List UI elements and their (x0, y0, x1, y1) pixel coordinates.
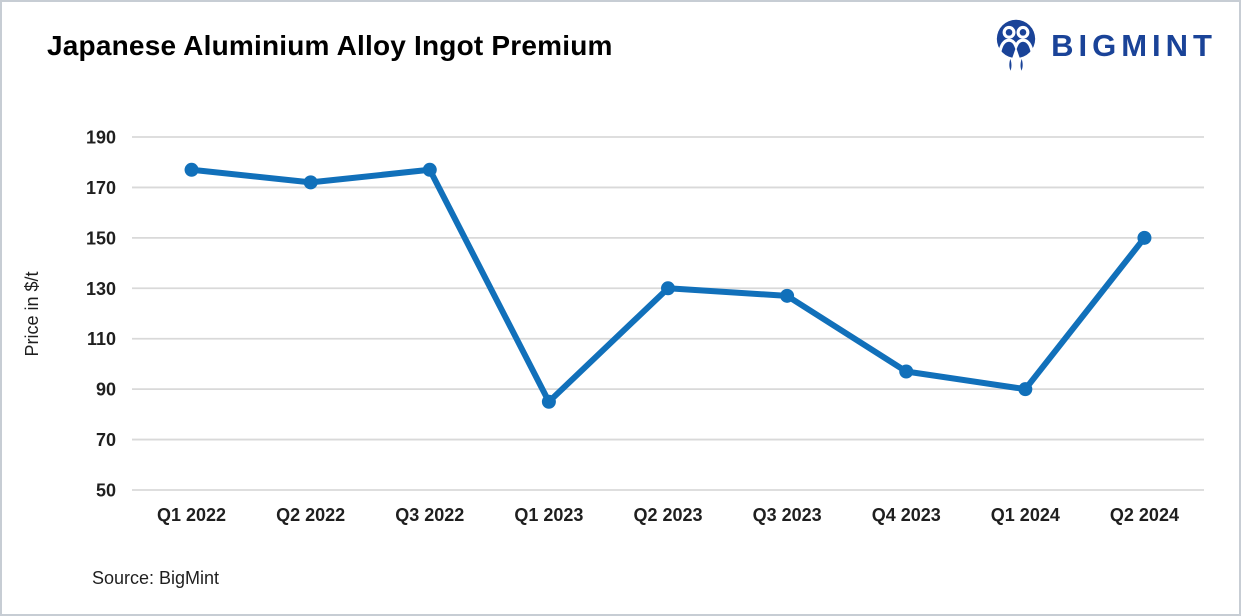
data-point-marker (303, 175, 318, 190)
x-tick-label: Q1 2024 (991, 505, 1060, 525)
data-point-marker (1137, 230, 1152, 245)
x-tick-label: Q3 2022 (395, 505, 464, 525)
x-tick-label: Q2 2023 (633, 505, 702, 525)
y-tick-label: 70 (96, 430, 116, 450)
x-tick-label: Q3 2023 (753, 505, 822, 525)
x-tick-label: Q4 2023 (872, 505, 941, 525)
y-tick-label: 110 (87, 329, 116, 349)
chart-title: Japanese Aluminium Alloy Ingot Premium (47, 30, 613, 61)
bigmint-people-circle-icon (996, 19, 1036, 71)
y-tick-label: 90 (96, 380, 116, 400)
y-tick-label: 150 (86, 228, 116, 248)
y-tick-label: 170 (86, 178, 116, 198)
data-point-marker (422, 162, 437, 177)
price-series (184, 162, 1152, 409)
data-point-marker (899, 364, 914, 379)
data-point-marker (780, 288, 795, 303)
bigmint-logo-text: BIGMINT (1051, 27, 1217, 63)
axis-tick-labels: 50 70 90 110 130 150 170 190 Q1 2022 Q2 2022 Q3 20… (86, 128, 1179, 526)
data-point-marker (1018, 382, 1033, 397)
y-tick-label: 50 (96, 481, 116, 501)
data-point-marker (184, 162, 199, 177)
y-tick-label: 190 (86, 128, 116, 148)
y-tick-label: 130 (86, 279, 116, 299)
x-tick-label: Q2 2022 (276, 505, 345, 525)
data-point-marker (661, 281, 675, 296)
gridlines (132, 136, 1204, 491)
data-point-marker (541, 394, 556, 409)
y-axis-title: Price in $/t (22, 271, 42, 356)
source-note: Source: BigMint (92, 568, 220, 588)
x-tick-label: Q1 2023 (514, 505, 583, 525)
x-tick-label: Q1 2022 (157, 505, 226, 525)
bigmint-logo: BIGMINT (993, 18, 1217, 72)
x-tick-label: Q2 2024 (1110, 505, 1179, 525)
